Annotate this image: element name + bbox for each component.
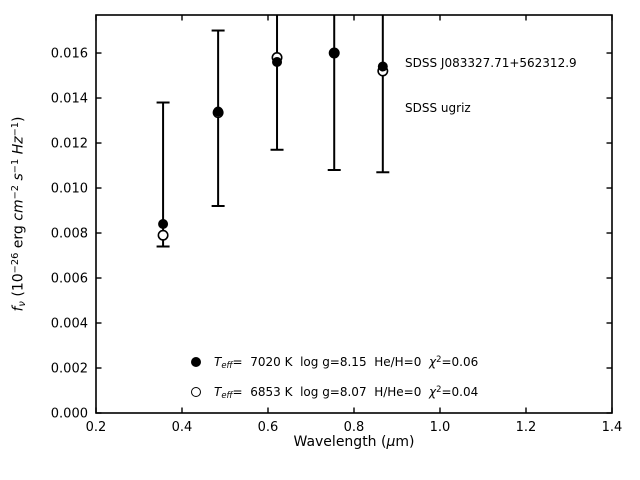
ylabel-nu-subscript: ν — [16, 301, 28, 307]
chi-symbol: χ — [429, 384, 437, 399]
y-tick-label: 0.012 — [51, 137, 88, 152]
y-tick-label: 0.016 — [51, 47, 88, 62]
legend-entry-model-2: Teff= 6853 K log g=8.07 H/He=0 χ2=0.04 — [191, 384, 479, 400]
x-tick-label: 0.2 — [86, 420, 107, 435]
x-tick-label: 1.0 — [430, 420, 451, 435]
photometry-set-text: SDSS ugriz — [405, 101, 471, 115]
data-point-open-circle — [157, 229, 169, 241]
data-point-filled-circle — [158, 219, 169, 230]
y-tick-label: 0.002 — [51, 362, 88, 377]
legend-text-model-1: Teff= 7020 K log g=8.15 He/H=0 χ2=0.06 — [214, 354, 479, 370]
y-tick-label: 0.006 — [51, 272, 88, 287]
plot-frame — [95, 14, 613, 414]
x-axis-label: Wavelength (μm) — [293, 434, 415, 450]
legend-entry-model-1: Teff= 7020 K log g=8.15 He/H=0 χ2=0.06 — [191, 354, 479, 370]
open-circle-icon — [191, 387, 201, 397]
x-tick-label: 0.6 — [258, 420, 279, 435]
y-tick-label: 0.014 — [51, 92, 88, 107]
data-point-filled-circle — [272, 57, 283, 68]
x-tick-label: 1.4 — [602, 420, 623, 435]
mu-symbol: μ — [386, 434, 396, 450]
y-tick-label: 0.000 — [51, 407, 88, 422]
legend-text-model-2: Teff= 6853 K log g=8.07 H/He=0 χ2=0.04 — [214, 384, 479, 400]
y-tick-label: 0.004 — [51, 317, 88, 332]
data-point-filled-circle — [213, 106, 224, 117]
data-point-filled-circle — [329, 48, 340, 59]
ylabel-f: f — [10, 306, 27, 312]
y-tick-label: 0.008 — [51, 227, 88, 242]
y-tick-label: 0.010 — [51, 182, 88, 197]
x-tick-label: 0.8 — [344, 420, 365, 435]
chi-symbol: χ — [429, 354, 437, 369]
object-annotation: SDSS J083327.71+562312.9 SDSS ugriz — [405, 26, 577, 146]
object-id-text: SDSS J083327.71+562312.9 — [405, 56, 577, 70]
x-tick-label: 0.4 — [172, 420, 193, 435]
x-tick-label: 1.2 — [516, 420, 537, 435]
data-point-filled-circle — [377, 61, 388, 72]
y-axis-label: fν (10−26 erg cm−2 s−1 Hz−1) — [10, 116, 28, 312]
filled-circle-icon — [191, 357, 201, 367]
